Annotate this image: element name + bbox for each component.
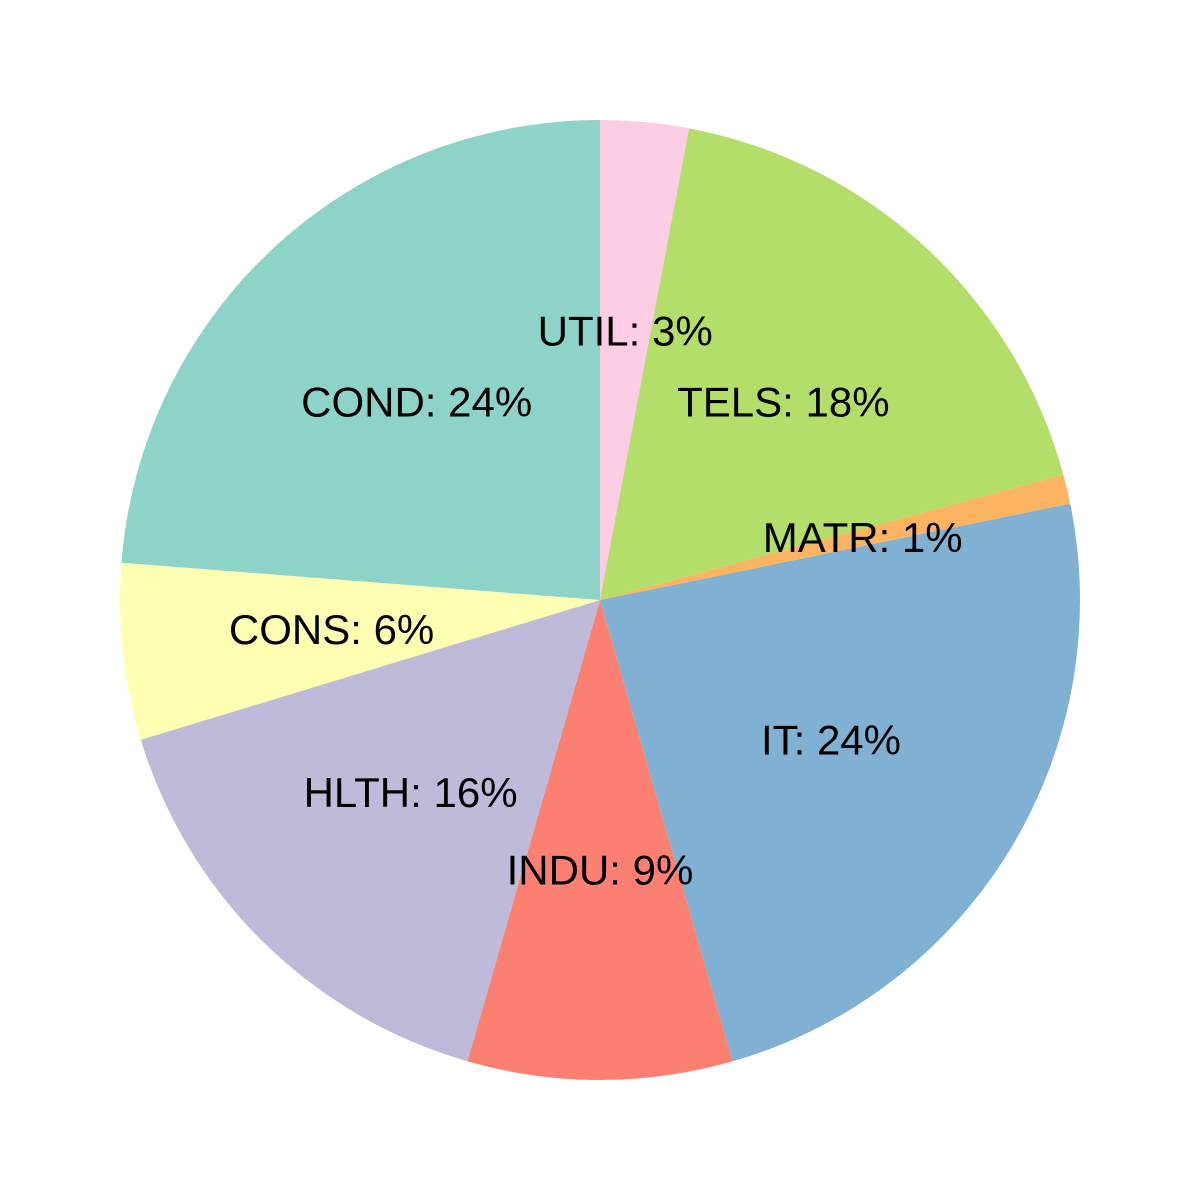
pie-label-tels: TELS: 18% (677, 378, 889, 425)
pie-label-it: IT: 24% (761, 716, 901, 763)
pie-slice-cons (119, 562, 600, 740)
pie-label-hlth: HLTH: 16% (304, 769, 518, 816)
pie-label-indu: INDU: 9% (507, 847, 694, 894)
pie-label-util: UTIL: 3% (538, 308, 713, 355)
pie-slice-util (600, 120, 690, 600)
pie-slice-hlth (140, 600, 601, 1062)
pie-slice-matr (600, 474, 1071, 600)
pie-slice-it (600, 503, 1080, 1062)
pie-label-matr: MATR: 1% (763, 514, 963, 561)
pie-slice-tels (600, 128, 1064, 600)
pie-slice-indu (467, 600, 733, 1080)
pie-slice-cond (121, 120, 600, 600)
pie-slices (119, 120, 1080, 1080)
pie-label-cond: COND: 24% (301, 378, 532, 425)
pie-labels: UTIL: 3% TELS: 18% MATR: 1% IT: 24% INDU: 9%… (229, 308, 963, 894)
pie-label-cons: CONS: 6% (229, 606, 434, 653)
